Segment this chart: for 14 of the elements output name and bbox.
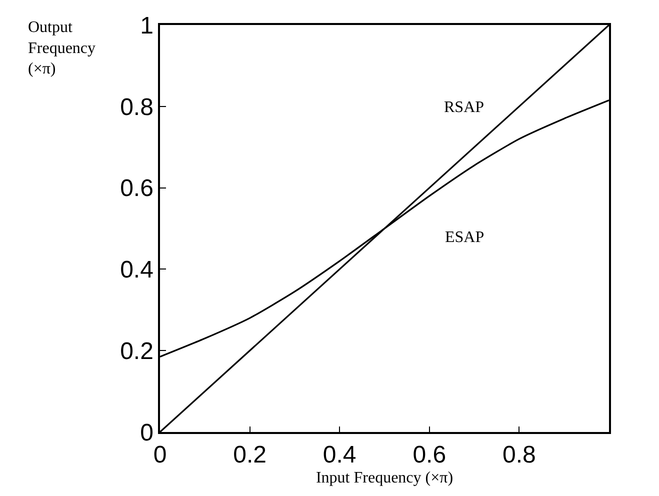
x-tick-label: 0.6 [412, 442, 446, 469]
x-axis-title: Input Frequency (×π) [316, 470, 454, 487]
x-tick-label: 0.8 [502, 442, 536, 469]
x-tick-label: 0.2 [233, 442, 266, 469]
y-axis-title: Output Frequency (×π) [28, 19, 96, 78]
series-label: RSAP [444, 99, 484, 116]
y-tick-label: 0.4 [120, 256, 154, 284]
y-tick-label: 0.6 [120, 175, 154, 202]
y-tick-label: 0 [140, 419, 154, 446]
y-tick-label: 1 [140, 12, 154, 40]
y-tick-label: 0.8 [120, 94, 154, 121]
text: ESAP [445, 229, 484, 246]
y-tick-label: 0.2 [120, 338, 154, 365]
x-tick-label: 0.4 [322, 442, 356, 469]
